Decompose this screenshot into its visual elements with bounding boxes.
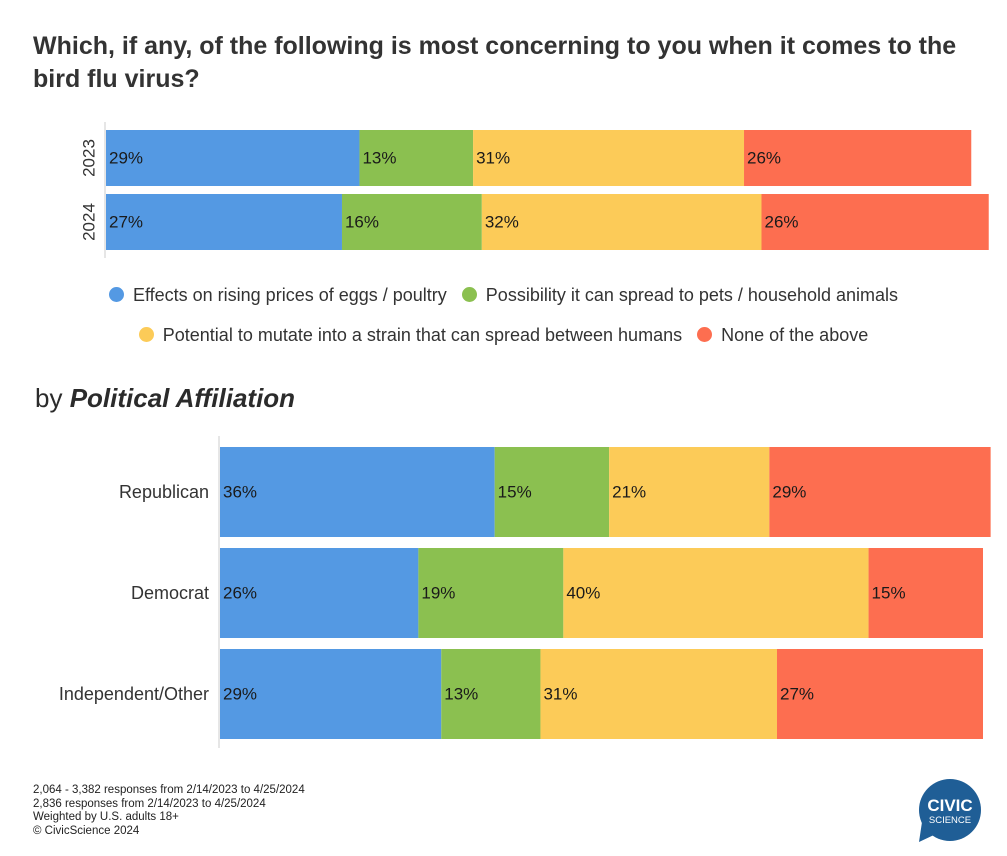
data-label-2024-possibility-it-can: 16% — [345, 213, 379, 232]
data-label-republican-none-of-the: 29% — [772, 483, 806, 502]
legend-swatch-pets — [461, 287, 477, 302]
section-title: by Political Affiliation — [35, 383, 295, 414]
data-label-2023-potential-to-mutate: 31% — [476, 149, 510, 168]
data-label-democrat-potential-to-mutate: 40% — [566, 584, 600, 603]
logo-text-civic: CIVIC — [927, 796, 972, 815]
civicscience-logo: CIVIC SCIENCE — [919, 779, 981, 842]
bar-independent-other-potential-to-mutate — [540, 649, 777, 739]
footnote-1: 2,064 - 3,382 responses from 2/14/2023 t… — [33, 784, 305, 796]
footnote-3: Weighted by U.S. adults 18+ — [33, 811, 179, 823]
legend-row-2: Potential to mutate into a strain that c… — [0, 325, 1007, 346]
bar-republican-possibility-it-can — [494, 447, 610, 537]
data-label-2024-none-of-the: 26% — [765, 213, 799, 232]
bar-independent-other-possibility-it-can — [441, 649, 541, 739]
legend-item-none: None of the above — [697, 325, 868, 346]
legend-label-none: None of the above — [721, 325, 869, 345]
data-label-independent-other-none-of-the: 27% — [780, 685, 814, 704]
legend-label-eggs: Effects on rising prices of eggs / poult… — [132, 285, 447, 305]
chart-by-year: 2023 29% 13% 31% 26% 2024 27% 16% 32% 26% — [80, 122, 989, 258]
chart-title: Which, if any, of the following is most … — [33, 32, 957, 93]
bar-2024-effects-on-rising — [106, 194, 342, 250]
logo-badge — [919, 779, 981, 841]
legend-swatch-eggs — [108, 287, 124, 302]
bar-democrat-potential-to-mutate — [563, 548, 869, 638]
bar-2023-effects-on-rising — [106, 130, 360, 186]
data-label-democrat-none-of-the: 15% — [872, 584, 906, 603]
bar-2024-none-of-the — [761, 194, 989, 250]
footnote-4: © CivicScience 2024 — [33, 824, 140, 837]
bar-2023-potential-to-mutate — [473, 130, 745, 186]
bar-republican-potential-to-mutate — [609, 447, 770, 537]
bar-2024-possibility-it-can — [341, 194, 482, 250]
legend-label-pets: Possibility it can spread to pets / hous… — [485, 285, 899, 305]
footnote-2: 2,836 responses from 2/14/2023 to 4/25/2… — [33, 797, 266, 810]
bar-2023-possibility-it-can — [359, 130, 474, 186]
data-label-2023-none-of-the: 26% — [747, 149, 781, 168]
data-label-democrat-possibility-it-can: 19% — [421, 584, 455, 603]
data-label-2024-effects-on-rising: 27% — [109, 213, 143, 232]
bar-2024-potential-to-mutate — [481, 194, 762, 250]
data-label-2023-possibility-it-can: 13% — [362, 149, 396, 168]
legend-row-1: Effects on rising prices of eggs / poult… — [0, 285, 1007, 306]
data-label-2024-potential-to-mutate: 32% — [485, 213, 519, 232]
legend-item-mutate: Potential to mutate into a strain that c… — [138, 325, 683, 346]
bar-2023-none-of-the — [744, 130, 972, 186]
category-label-2024: 2024 — [80, 203, 99, 241]
data-label-republican-possibility-it-can: 15% — [498, 483, 532, 502]
data-label-independent-other-effects-on-rising: 29% — [223, 685, 257, 704]
legend-item-eggs: Effects on rising prices of eggs / poult… — [108, 285, 447, 306]
bar-republican-effects-on-rising — [220, 447, 495, 537]
legend-swatch-none — [697, 327, 713, 342]
data-label-republican-potential-to-mutate: 21% — [612, 483, 646, 502]
category-label-2023: 2023 — [80, 139, 99, 177]
logo-text-science: SCIENCE — [929, 815, 971, 826]
data-label-independent-other-possibility-it-can: 13% — [444, 685, 478, 704]
data-label-democrat-effects-on-rising: 26% — [223, 584, 257, 603]
bar-democrat-possibility-it-can — [418, 548, 564, 638]
data-label-2023-effects-on-rising: 29% — [109, 149, 143, 168]
category-label-democrat: Democrat — [131, 583, 209, 603]
bar-democrat-none-of-the — [868, 548, 983, 638]
section-prefix: by — [35, 383, 63, 413]
chart-by-political-affiliation: Republican 36% 15% 21% 29% Democrat 26% 19% 40% 1… — [59, 436, 991, 748]
category-label-republican: Republican — [119, 482, 209, 502]
bar-independent-other-none-of-the — [776, 649, 983, 739]
legend-label-mutate: Potential to mutate into a strain that c… — [162, 325, 683, 345]
legend-item-pets: Possibility it can spread to pets / hous… — [461, 285, 899, 306]
logo-tail — [919, 822, 936, 842]
section-label: Political Affiliation — [69, 383, 296, 413]
data-label-republican-effects-on-rising: 36% — [223, 483, 257, 502]
bar-democrat-effects-on-rising — [220, 548, 419, 638]
data-label-independent-other-potential-to-mutate: 31% — [543, 685, 577, 704]
bar-independent-other-effects-on-rising — [220, 649, 442, 739]
legend-swatch-mutate — [138, 327, 154, 342]
footnotes: 2,064 - 3,382 responses from 2/14/2023 t… — [33, 784, 305, 838]
category-label-independent-other: Independent/Other — [59, 684, 209, 704]
bar-republican-none-of-the — [769, 447, 991, 537]
